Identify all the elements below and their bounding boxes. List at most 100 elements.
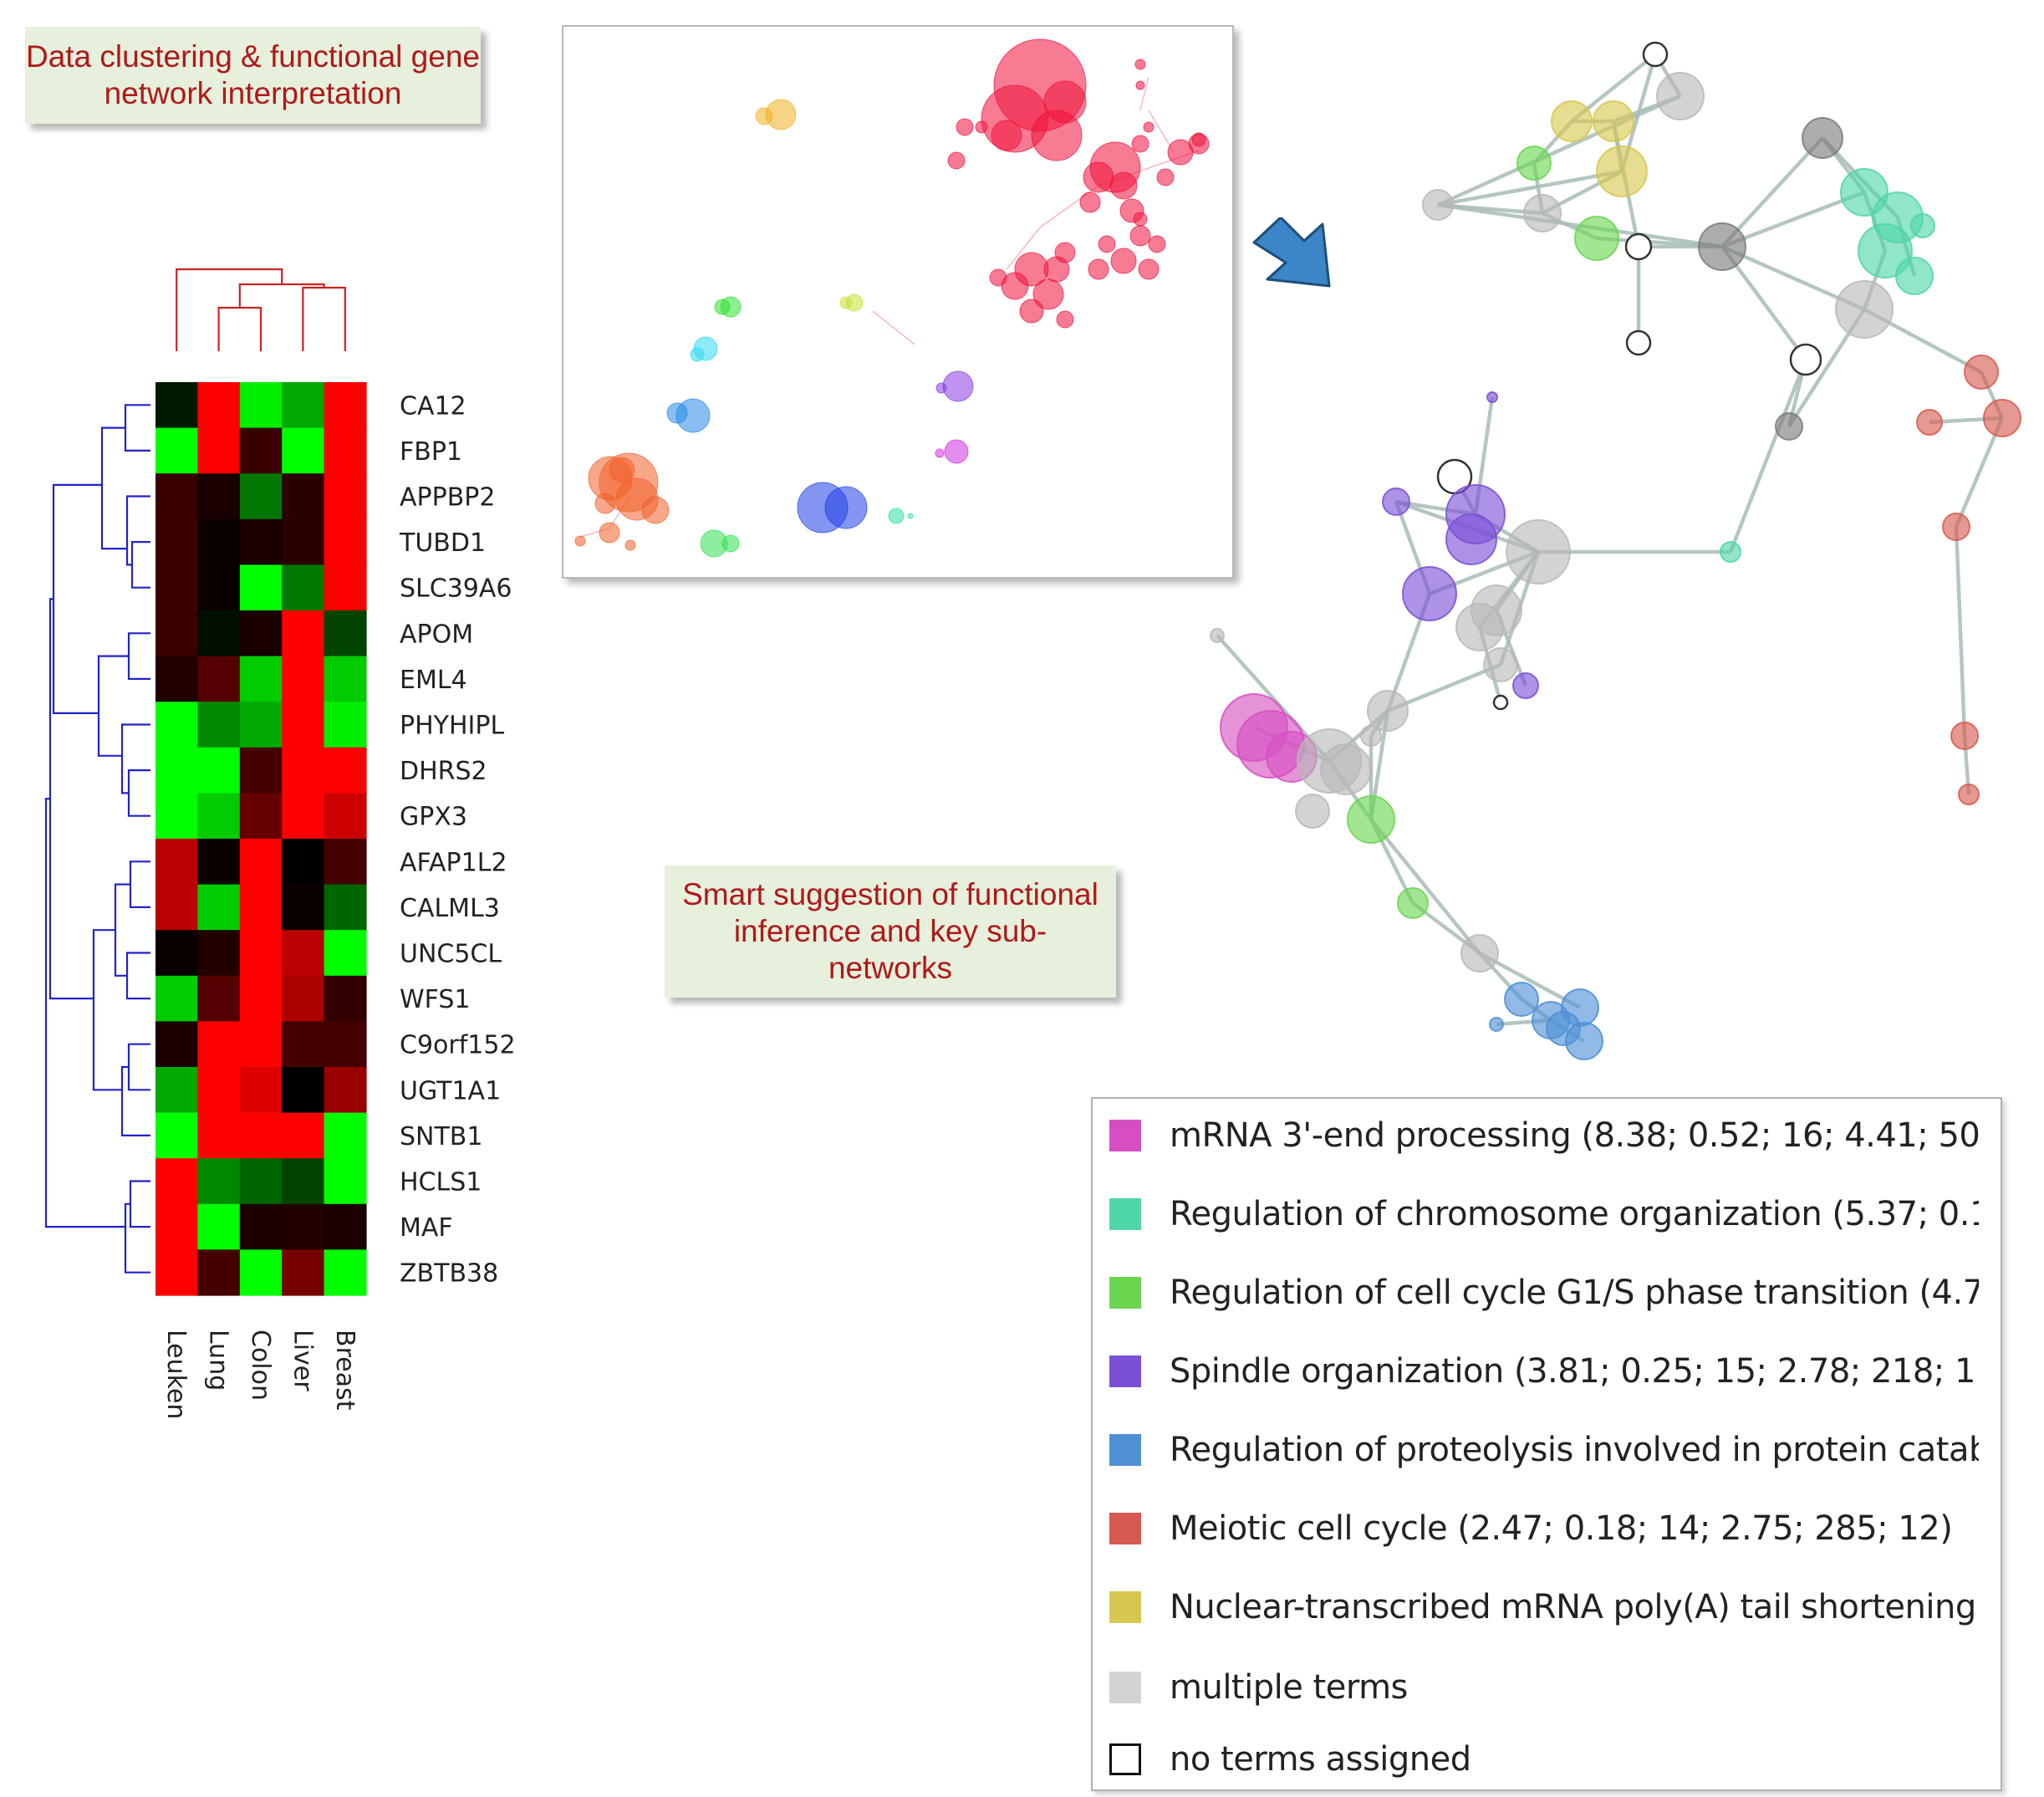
heatmap-cell <box>239 1021 283 1068</box>
heatmap-cell <box>282 930 325 977</box>
network-node <box>1512 672 1539 699</box>
heatmap-cell <box>197 1067 241 1114</box>
scatter-edge <box>1139 76 1149 111</box>
heatmap-cell <box>239 1203 283 1250</box>
legend-item: mRNA 3'-end processing (8.38; 0.52; 16; … <box>1109 1110 1979 1161</box>
heatmap-cell <box>282 656 325 702</box>
gene-label: FBP1 <box>400 437 462 467</box>
heatmap-cell <box>239 884 283 931</box>
heatmap-cell <box>282 1067 325 1114</box>
network-node <box>1950 722 1979 750</box>
heatmap-cell <box>324 884 367 931</box>
heatmap-cell <box>155 656 198 702</box>
gene-label: AFAP1L2 <box>400 848 507 877</box>
scatter-bubble <box>907 513 914 519</box>
legend-label: Meiotic cell cycle (2.47; 0.18; 14; 2.75… <box>1170 1509 1953 1548</box>
heatmap-cell <box>155 975 198 1022</box>
heatmap-cell <box>282 1112 325 1159</box>
legend-label: Regulation of cell cycle G1/S phase tran… <box>1170 1274 1979 1312</box>
heatmap-cell <box>324 656 367 702</box>
heatmap-cell <box>197 1112 241 1159</box>
network-legend: mRNA 3'-end processing (8.38; 0.52; 16; … <box>1091 1097 2002 1791</box>
network-node <box>1360 725 1382 747</box>
suggestion-callout: Smart suggestion of functional inference… <box>665 865 1116 998</box>
column-dendrogram-link <box>217 306 263 351</box>
heatmap-cell <box>324 564 367 611</box>
legend-swatch <box>1109 1513 1141 1544</box>
scatter-bubble <box>594 493 616 514</box>
heatmap-cell <box>155 564 198 611</box>
gene-label: GPX3 <box>400 803 467 832</box>
legend-label: Spindle organization (3.81; 0.25; 15; 2.… <box>1170 1352 1975 1391</box>
gene-label: SNTB1 <box>400 1122 482 1151</box>
scatter-bubble <box>1143 121 1155 133</box>
suggestion-callout-text: Smart suggestion of functional inference… <box>682 877 1098 985</box>
heatmap-cell <box>324 1067 367 1114</box>
heatmap-cell <box>155 930 198 977</box>
legend-swatch <box>1109 1120 1141 1151</box>
network-edge <box>1437 169 1623 207</box>
row-dendrogram-link <box>114 883 130 977</box>
network-node <box>1523 194 1562 232</box>
network-node <box>1489 1017 1504 1032</box>
row-dendrogram-link <box>100 426 127 550</box>
heatmap-cell <box>239 564 283 611</box>
column-dendrogram-link <box>302 286 346 351</box>
network-node-unassigned <box>1492 694 1509 711</box>
network-node <box>1958 784 1980 805</box>
network-node-unassigned <box>1642 41 1669 68</box>
network-node <box>1593 100 1634 142</box>
heatmap-cell <box>239 656 283 702</box>
heatmap-cell <box>197 747 241 794</box>
heatmap-cell <box>324 702 367 748</box>
network-node <box>1397 887 1429 919</box>
scatter-bubble <box>935 448 945 458</box>
heatmap-cell <box>239 610 283 657</box>
legend-item: Regulation of proteolysis involved in pr… <box>1109 1425 1979 1475</box>
heatmap-cell <box>282 610 325 657</box>
heatmap-cell <box>239 975 283 1022</box>
row-dendrogram-link <box>48 598 94 1000</box>
heatmap-cell <box>239 839 283 886</box>
cluster-bubble-plot <box>574 38 1210 558</box>
row-dendrogram-link <box>92 929 122 1091</box>
network-edge <box>1720 136 1824 248</box>
network-node <box>1295 794 1330 829</box>
heatmap-cell <box>155 1067 198 1114</box>
heatmap-cell <box>155 839 198 886</box>
heatmap-cell <box>197 518 241 565</box>
gene-label: HCLS1 <box>400 1168 482 1197</box>
heatmap-cell <box>282 975 325 1022</box>
row-dendrogram-link <box>124 404 150 452</box>
heatmap-cell <box>155 473 198 520</box>
heatmap-cell <box>239 1158 283 1205</box>
scatter-bubble <box>1109 171 1138 200</box>
network-node <box>1504 982 1539 1017</box>
heatmap-cell <box>197 1249 241 1296</box>
heatmap-cell <box>197 839 241 886</box>
heatmap-cell <box>197 793 241 840</box>
scatter-bubble <box>1148 235 1166 253</box>
gene-label: WFS1 <box>400 985 471 1014</box>
clustering-callout: Data clustering & functional gene networ… <box>25 27 481 124</box>
legend-swatch <box>1109 1277 1141 1309</box>
heatmap-cell <box>324 427 367 474</box>
scatter-bubble <box>1001 272 1029 300</box>
heatmap-cell <box>155 747 198 794</box>
scatter-bubble <box>666 402 688 424</box>
heatmap-cell <box>197 427 241 474</box>
network-node <box>1574 216 1619 261</box>
legend-swatch <box>1109 1672 1141 1703</box>
scatter-bubble <box>1043 80 1087 124</box>
heatmap-cell <box>282 747 325 794</box>
heatmap-cell <box>155 427 198 474</box>
network-node <box>1445 513 1497 565</box>
network-node <box>1506 519 1571 585</box>
scatter-bubble <box>1110 248 1137 274</box>
tissue-label: Lung <box>204 1330 233 1391</box>
row-dendrogram-link <box>127 1043 150 1091</box>
gene-label: SLC39A6 <box>400 574 512 604</box>
gene-label: EML4 <box>400 666 467 695</box>
heatmap-cell <box>324 1203 367 1250</box>
heatmap-cell <box>197 610 241 657</box>
